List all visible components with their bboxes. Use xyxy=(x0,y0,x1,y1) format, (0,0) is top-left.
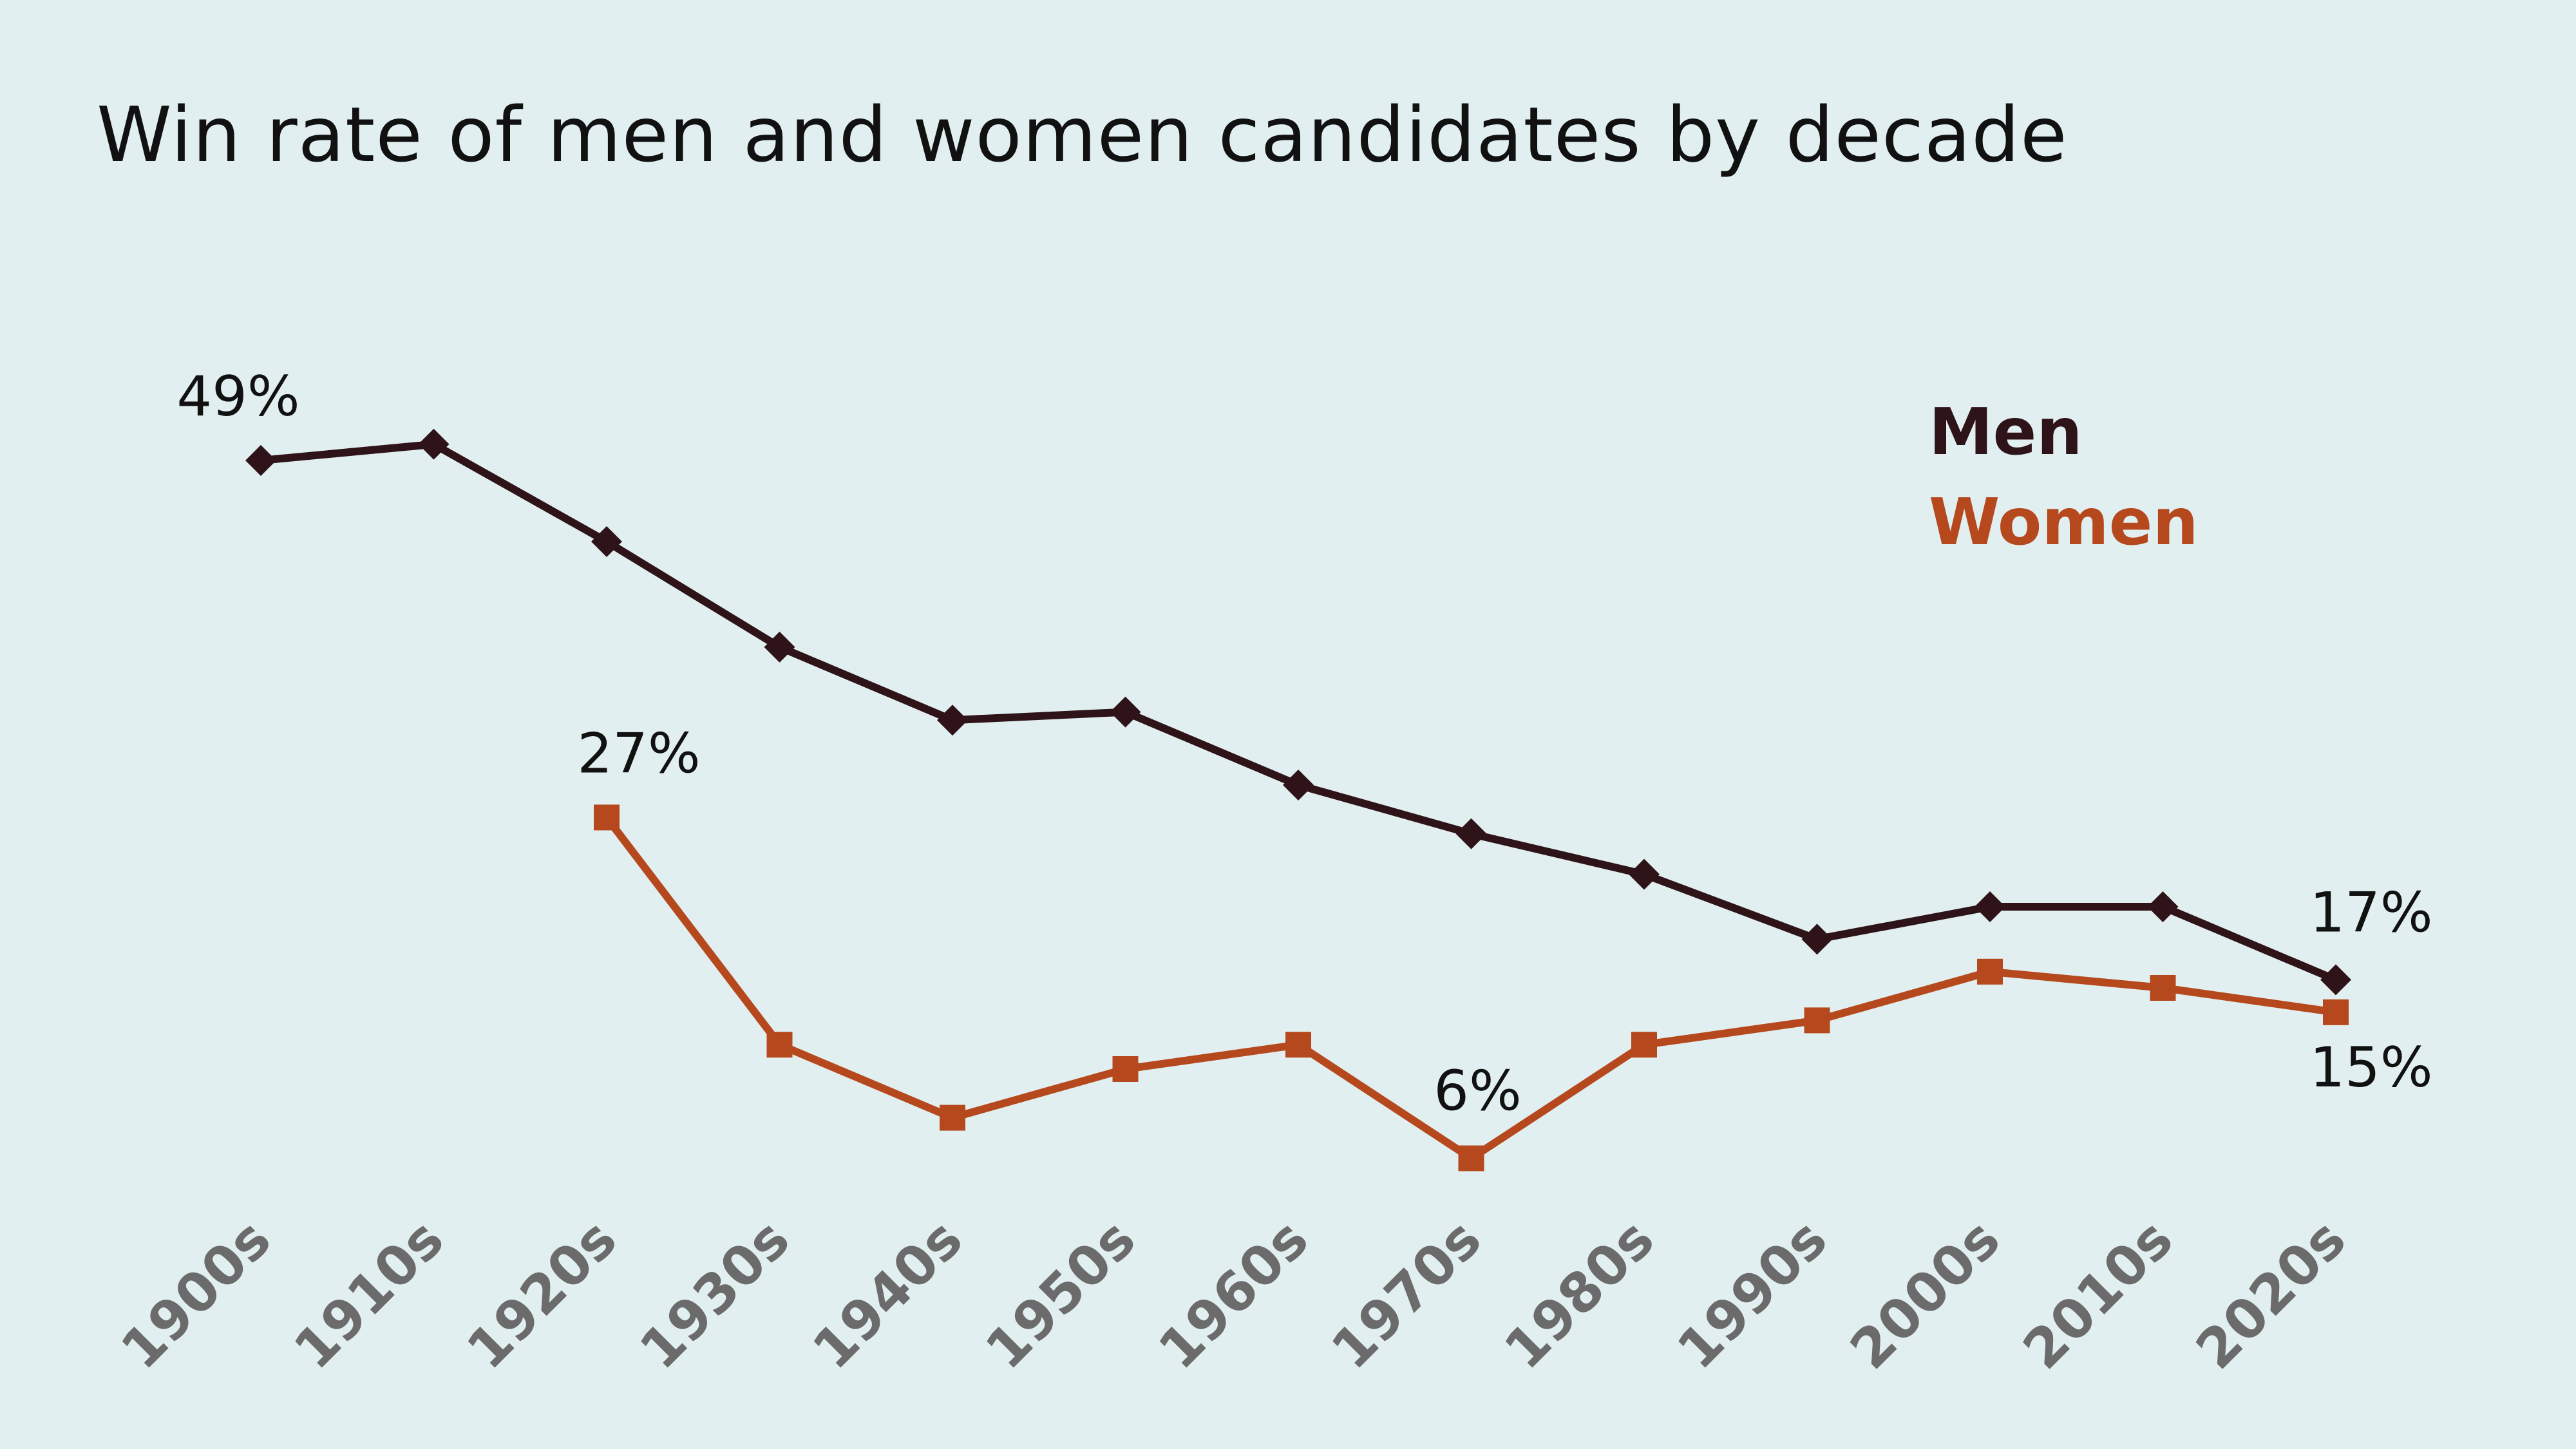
women-point-1990s xyxy=(1804,1007,1830,1034)
data-label-women-2020s: 15% xyxy=(2309,1036,2432,1100)
x-tick-label-2020s: 2020s xyxy=(2184,1208,2358,1381)
legend-item-women: Women xyxy=(1929,484,2199,560)
legend-item-men: Men xyxy=(1929,394,2083,469)
x-tick-label-1920s: 1920s xyxy=(455,1208,629,1381)
x-tick-label-1930s: 1930s xyxy=(628,1208,802,1381)
men-point-2020s xyxy=(2320,964,2351,996)
women-point-2020s xyxy=(2323,999,2349,1025)
x-tick-label-1940s: 1940s xyxy=(800,1208,974,1381)
x-tick-label-1960s: 1960s xyxy=(1146,1208,1320,1381)
women-point-2010s xyxy=(2150,975,2176,1001)
x-tick-label-1950s: 1950s xyxy=(974,1208,1148,1381)
women-point-1980s xyxy=(1631,1032,1657,1058)
men-point-1950s xyxy=(1110,696,1141,728)
data-label-men-1900s: 49% xyxy=(176,365,299,429)
women-point-1960s xyxy=(1285,1032,1311,1058)
x-tick-label-1900s: 1900s xyxy=(109,1208,283,1381)
chart-title: Win rate of men and women candidates by … xyxy=(97,90,2068,179)
men-point-1930s xyxy=(764,631,795,663)
men-point-1900s xyxy=(245,445,276,476)
men-point-1940s xyxy=(937,705,968,736)
women-point-1940s xyxy=(940,1104,965,1131)
x-tick-label-1970s: 1970s xyxy=(1320,1208,1493,1381)
men-point-1980s xyxy=(1629,858,1660,890)
men-point-1920s xyxy=(591,526,622,557)
x-tick-label-1980s: 1980s xyxy=(1492,1208,1666,1381)
data-label-men-2020s: 17% xyxy=(2309,880,2432,945)
men-point-1910s xyxy=(418,428,450,460)
x-tick-label-2000s: 2000s xyxy=(1838,1208,2012,1381)
x-tick-label-1910s: 1910s xyxy=(282,1208,456,1381)
women-point-1970s xyxy=(1458,1145,1484,1171)
data-label-women-1970s: 6% xyxy=(1434,1059,1521,1124)
women-point-2000s xyxy=(1977,958,2003,985)
men-point-1960s xyxy=(1283,770,1314,800)
men-point-2010s xyxy=(2147,891,2179,922)
x-tick-label-2010s: 2010s xyxy=(2011,1208,2185,1381)
x-tick-label-1990s: 1990s xyxy=(1665,1208,1839,1381)
women-point-1930s xyxy=(766,1032,793,1058)
women-point-1950s xyxy=(1112,1056,1139,1082)
men-point-2000s xyxy=(1975,891,2005,922)
data-label-women-1920s: 27% xyxy=(577,721,700,786)
women-point-1920s xyxy=(594,804,620,831)
men-point-1970s xyxy=(1455,818,1487,849)
men-point-1990s xyxy=(1801,923,1833,955)
